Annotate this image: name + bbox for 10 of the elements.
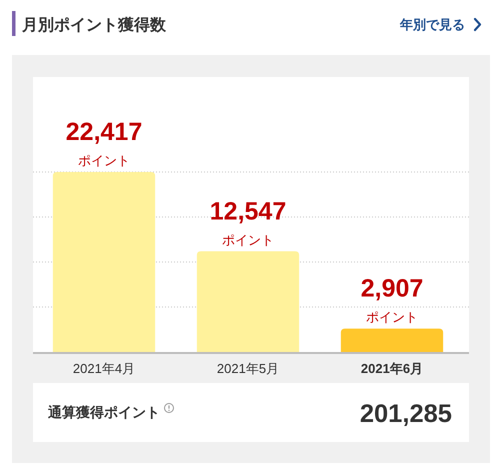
data-label: 12,547 ポイント [210, 197, 286, 248]
title: 月別ポイント獲得数 [22, 17, 166, 34]
x-tick-label: 2021年4月 [72, 361, 136, 376]
total-value: 201,285 [360, 400, 452, 428]
x-tick-label: 2021年6月 [360, 361, 424, 376]
total-label: 通算獲得ポイント [48, 404, 160, 420]
data-label: 2,907 ポイント [360, 274, 424, 325]
data-label: 22,417 ポイント [66, 118, 142, 168]
x-tick-label: 2021年5月 [216, 361, 280, 376]
link: 年別で見る [400, 17, 465, 32]
